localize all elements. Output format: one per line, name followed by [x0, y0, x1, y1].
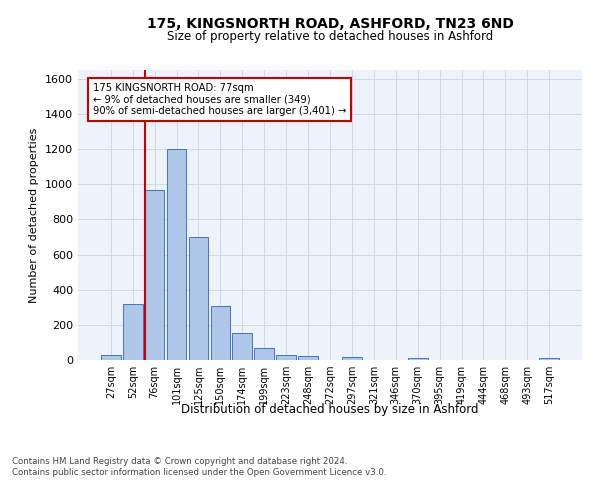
Text: Distribution of detached houses by size in Ashford: Distribution of detached houses by size … [181, 402, 479, 415]
Text: Size of property relative to detached houses in Ashford: Size of property relative to detached ho… [167, 30, 493, 43]
Bar [232, 333, 252, 360]
Bar [254, 348, 274, 360]
Bar [145, 190, 164, 360]
Bar [123, 304, 143, 360]
Bar [342, 358, 362, 360]
Bar [408, 358, 428, 360]
Text: Contains HM Land Registry data © Crown copyright and database right 2024.
Contai: Contains HM Land Registry data © Crown c… [12, 458, 386, 477]
Bar [539, 358, 559, 360]
Bar [167, 149, 187, 360]
Text: 175 KINGSNORTH ROAD: 77sqm
← 9% of detached houses are smaller (349)
90% of semi: 175 KINGSNORTH ROAD: 77sqm ← 9% of detac… [93, 83, 346, 116]
Bar [101, 354, 121, 360]
Text: 175, KINGSNORTH ROAD, ASHFORD, TN23 6ND: 175, KINGSNORTH ROAD, ASHFORD, TN23 6ND [146, 18, 514, 32]
Bar [211, 306, 230, 360]
Bar [298, 356, 318, 360]
Bar [188, 237, 208, 360]
Bar [276, 354, 296, 360]
Y-axis label: Number of detached properties: Number of detached properties [29, 128, 40, 302]
